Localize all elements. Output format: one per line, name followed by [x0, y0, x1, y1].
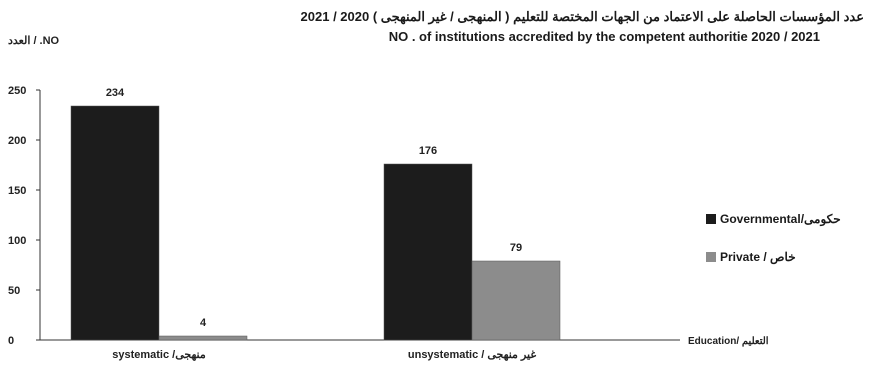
y-tick-label: 200	[8, 135, 26, 147]
y-tick-label: 100	[8, 235, 26, 247]
x-axis-label: Education/ التعليم	[688, 336, 769, 347]
legend-item-governmental: Governmental/حكومى	[706, 212, 841, 226]
y-tick-label: 0	[8, 335, 14, 347]
bar	[70, 105, 160, 341]
bar	[471, 260, 561, 341]
chart-title-english: NO . of institutions accredited by the c…	[388, 29, 820, 44]
chart-title-arabic: عدد المؤسسات الحاصلة على الاعتماد من الج…	[300, 9, 864, 24]
y-tick-label: 250	[8, 85, 26, 97]
bar-data-label: 79	[510, 242, 522, 254]
legend-item-private: Private / خاص	[706, 250, 796, 264]
x-category-label: systematic /منهجى	[112, 349, 206, 361]
y-tick-label: 50	[8, 285, 20, 297]
bar	[158, 335, 248, 341]
legend-label-governmental: Governmental/حكومى	[720, 212, 841, 226]
legend-label-private: Private / خاص	[720, 250, 796, 264]
legend-swatch-private	[706, 252, 716, 262]
x-category-label: unsystematic / غير منهجى	[408, 349, 536, 361]
bar-data-label: 176	[419, 145, 437, 157]
bar-data-label: 234	[106, 87, 125, 99]
bar-data-label: 4	[200, 317, 207, 329]
bar	[383, 163, 473, 341]
y-tick-label: 150	[8, 185, 26, 197]
legend-swatch-governmental	[706, 214, 716, 224]
y-axis-label: العدد / .NO	[8, 35, 60, 47]
